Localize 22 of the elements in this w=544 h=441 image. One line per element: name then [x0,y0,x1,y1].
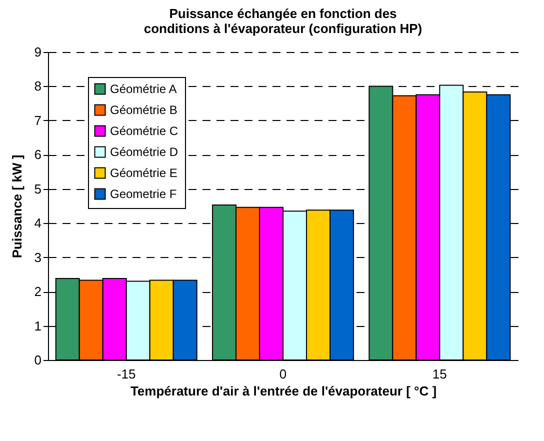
y-tick-label: 1 [34,318,42,334]
y-axis-title: Puissance [ kW ] [9,154,24,258]
x-axis-title: Température d'air à l'entrée de l'évaporateur [ °C ] [130,384,437,398]
y-tick-label: 2 [34,284,42,300]
y-tick-label: 9 [34,44,42,60]
y-tick-label: 5 [34,181,42,196]
y-tick-label: 4 [34,216,42,231]
y-tick-label: 3 [34,250,42,265]
x-tick-label: 15 [432,366,447,382]
y-tick-label: 8 [34,78,42,94]
y-tick-label: 0 [34,352,42,368]
legend-label: Géométrie C [110,124,178,138]
legend-label: Géométrie B [110,103,178,117]
legend-label: Géométrie A [110,82,177,96]
chart-title: Puissance échangée en fonction des conditions à l'évaporateur (configuration HP) [144,6,422,36]
x-tick-label: -15 [116,366,136,382]
x-tick-label: 0 [279,366,287,382]
y-tick-label: 6 [34,147,42,162]
legend-label: Geometrie F [110,187,177,201]
y-tick-label: 7 [34,112,42,128]
legend-label: Géométrie E [110,166,178,180]
legend-label: Géométrie D [110,145,178,159]
